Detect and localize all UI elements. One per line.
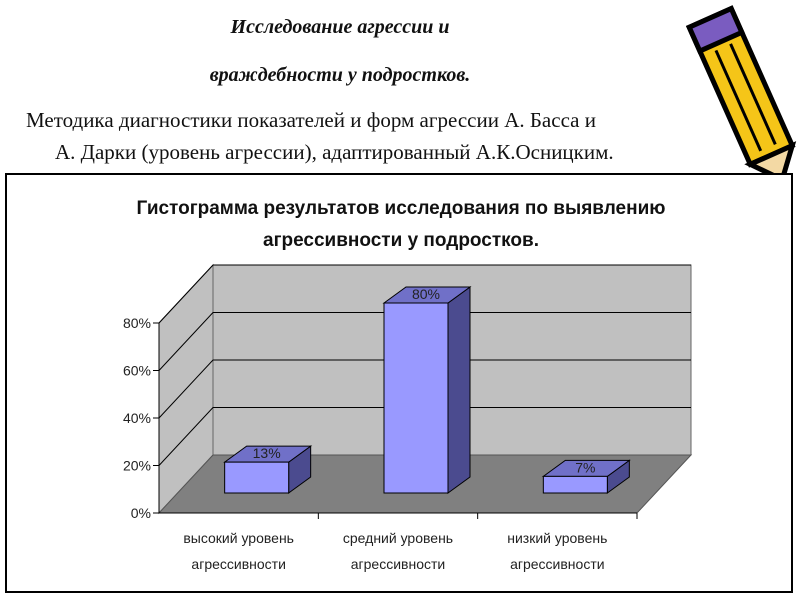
slide-title-line-2: враждебности у подростков. [209,64,471,86]
bar [383,302,449,494]
data-label: 80% [412,286,440,302]
gridline [158,407,691,466]
x-category-label: агрессивности [191,556,285,572]
y-tick-label: 40% [123,410,151,426]
y-tick-label: 20% [123,458,151,474]
chart-title: Гистограмма результатов исследования по … [7,193,795,257]
chart-title-line-2: агрессивности у подростков. [263,230,539,251]
bar-side [447,286,471,494]
bar-chart: 0% 20% 40% 60% 80% 13% высокий уровень агрессив… [123,263,693,572]
slide-title-line-1: Исследование агрессии и [230,16,450,38]
chart-frame: Гистограмма результатов исследования по … [5,173,793,593]
data-label: 13% [253,445,281,461]
x-category-label: агрессивности [351,556,445,572]
bar [542,475,608,494]
gridline [158,359,691,419]
y-tick-label: 80% [123,315,151,331]
bar [224,461,290,494]
chart-title-line-1: Гистограмма результатов исследования по … [136,198,666,219]
slide-subtitle-line-2: А. Дарки (уровень агрессии), адаптирован… [55,140,614,164]
x-category-label: агрессивности [510,556,604,572]
y-tick-label: 0% [131,505,151,521]
data-label: 7% [575,459,595,475]
gridline [158,264,691,324]
x-category-label: высокий уровень [183,530,294,546]
x-category-label: низкий уровень [507,530,607,546]
x-category-label: средний уровень [343,530,453,546]
gridline [158,312,691,371]
pencil-icon [685,5,797,180]
slide-subtitle-line-1: Методика диагностики показателей и форм … [26,108,596,132]
y-tick-label: 60% [123,363,151,379]
